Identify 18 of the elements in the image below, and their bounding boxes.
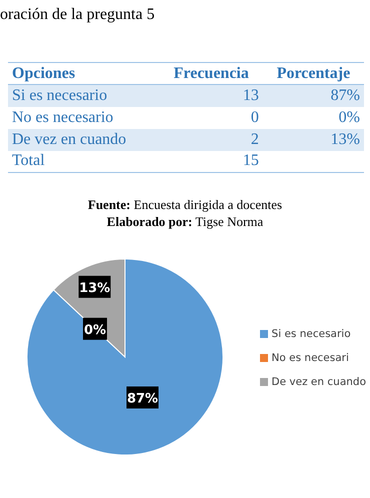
source-note: Fuente: Encuesta dirigida a docentes [86, 196, 284, 213]
text: No es necesario [11, 108, 114, 128]
data-label: 87% [126, 391, 158, 406]
text: Total [11, 151, 46, 172]
text: Opciones [11, 64, 76, 84]
data-label: 13% [79, 280, 110, 296]
pie-slice [26, 258, 224, 456]
text: 15 [242, 151, 260, 172]
legend-label: No es necesari [272, 350, 349, 366]
legend-label: Si es necesario [272, 326, 351, 342]
text: Elaborado por: Tigse Norma [106, 213, 264, 230]
text: 0% [338, 108, 361, 128]
text: 0 [250, 108, 260, 128]
text: Porcentaje [276, 64, 352, 84]
legend-label: De vez en cuando [272, 374, 366, 390]
text: Frecuencia [172, 64, 250, 84]
text: 0% [84, 322, 106, 338]
chart-title: oración de la pregunta 5 [0, 6, 155, 24]
